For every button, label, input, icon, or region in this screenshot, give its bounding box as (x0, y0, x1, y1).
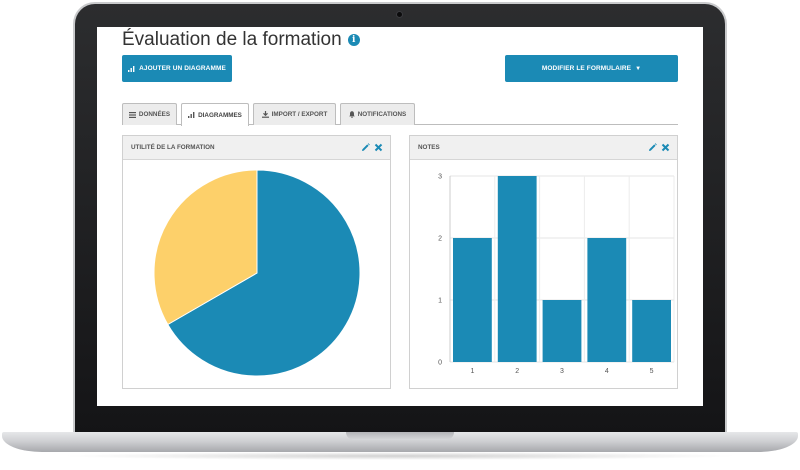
x-tick-label: 5 (650, 368, 654, 375)
panel-tools (361, 143, 383, 152)
edit-form-button[interactable]: MODIFIER LE FORMULAIRE ▼ (505, 55, 678, 82)
tab-notifications-label: NOTIFICATIONS (357, 111, 407, 118)
pie-chart (153, 169, 361, 377)
panel-header: NOTES (410, 136, 677, 160)
bar-2 (497, 176, 537, 362)
laptop-base (2, 432, 798, 452)
add-chart-label: AJOUTER UN DIAGRAMME (139, 65, 226, 72)
tab-charts-label: DIAGRAMMES (198, 111, 242, 119)
y-tick-label: 3 (438, 174, 442, 181)
y-tick-label: 2 (438, 236, 442, 243)
panel-title: NOTES (418, 144, 440, 151)
tab-notifications[interactable]: NOTIFICATIONS (340, 103, 415, 125)
laptop-shadow (60, 452, 740, 460)
tab-data[interactable]: DONNÉES (122, 103, 177, 125)
close-icon[interactable] (661, 143, 670, 152)
y-tick-label: 0 (438, 360, 442, 367)
bar-5 (632, 300, 671, 362)
list-icon (128, 111, 136, 118)
page-title: Évaluation de la formation i (122, 29, 360, 51)
panel-title: UTILITÉ DE LA FORMATION (131, 144, 215, 151)
chart-panel-usefulness: UTILITÉ DE LA FORMATION (122, 135, 391, 389)
bar-1 (453, 238, 492, 362)
add-chart-button[interactable]: AJOUTER UN DIAGRAMME (122, 55, 232, 82)
x-tick-label: 4 (605, 368, 609, 375)
tab-import-export-label: IMPORT / EXPORT (271, 111, 328, 118)
bell-icon (348, 111, 355, 118)
bar-chart-icon (128, 65, 135, 72)
x-tick-label: 2 (515, 368, 519, 375)
x-tick-label: 1 (470, 368, 474, 375)
info-icon[interactable]: i (347, 34, 360, 46)
bar-chart: 0 1 2 3 1 2 3 4 5 (438, 174, 675, 375)
panel-tools (648, 143, 670, 152)
bar-4 (587, 238, 627, 362)
bar-chart-icon (188, 112, 195, 118)
panel-header: UTILITÉ DE LA FORMATION (123, 136, 390, 160)
app-screen: Évaluation de la formation i AJOUTER UN … (97, 27, 703, 406)
close-icon[interactable] (374, 143, 383, 152)
bar-3 (542, 300, 582, 362)
pie-slice-0 (167, 169, 361, 377)
tab-data-label: DONNÉES (138, 111, 171, 118)
chart-panel-notes: NOTES 0 1 2 3 1 2 3 4 5 (409, 135, 678, 389)
y-tick-label: 1 (438, 298, 442, 305)
pencil-icon[interactable] (361, 143, 370, 152)
pencil-icon[interactable] (648, 143, 657, 152)
page-title-text: Évaluation de la formation (122, 29, 342, 50)
chevron-down-icon: ▼ (635, 65, 642, 72)
download-icon (261, 111, 269, 118)
tab-import-export[interactable]: IMPORT / EXPORT (253, 103, 336, 125)
laptop-notch (346, 432, 454, 440)
x-tick-label: 3 (560, 368, 564, 375)
edit-form-label: MODIFIER LE FORMULAIRE (541, 65, 632, 72)
tab-bar: DONNÉES DIAGRAMMES IMPORT / EXPORT NOTIF… (122, 103, 678, 126)
pie-slice-1 (153, 169, 258, 326)
webcam (396, 11, 403, 18)
tab-charts[interactable]: DIAGRAMMES (181, 103, 249, 126)
